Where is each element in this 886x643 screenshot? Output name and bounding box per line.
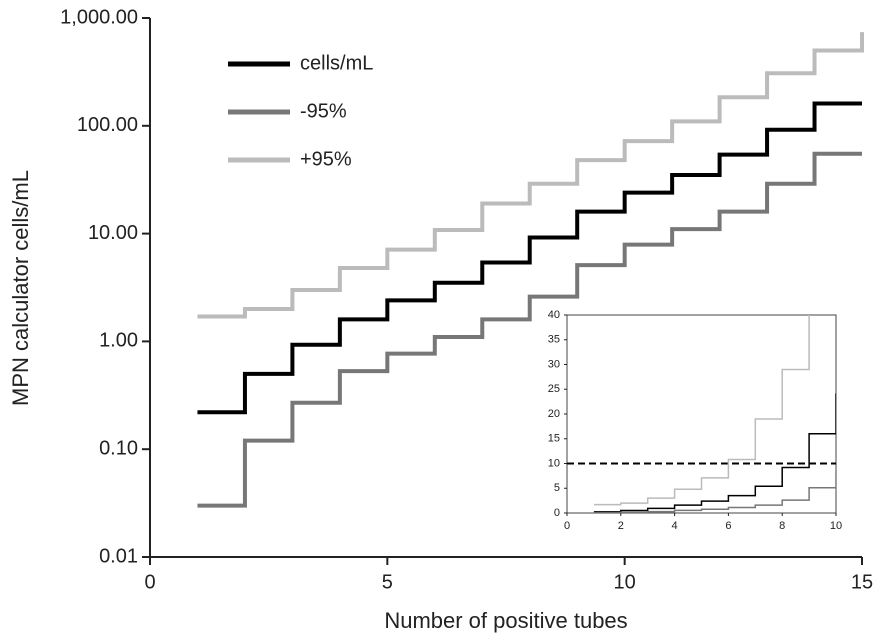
x-tick-label: 15 (851, 571, 873, 593)
y-tick-label: 10.00 (88, 222, 138, 244)
x-tick-label: 8 (779, 520, 785, 532)
y-tick-label: 25 (548, 383, 560, 395)
y-tick-label: 30 (548, 358, 560, 370)
x-tick-label: 0 (144, 571, 155, 593)
x-tick-label: 4 (672, 520, 678, 532)
y-tick-label: 1,000.00 (60, 6, 138, 28)
x-tick-label: 10 (830, 520, 842, 532)
y-tick-label: 0 (554, 507, 560, 519)
step-line (593, 473, 836, 513)
step-line (593, 315, 810, 506)
legend-label: cells/mL (300, 52, 373, 74)
y-tick-label: 40 (548, 309, 560, 321)
x-axis-label: Number of positive tubes (384, 608, 627, 633)
x-tick-label: 5 (382, 571, 393, 593)
x-tick-label: 10 (614, 571, 636, 593)
y-axis-label: MPN calculator cells/mL (8, 170, 33, 406)
y-tick-label: 100.00 (77, 114, 138, 136)
y-tick-label: 35 (548, 334, 560, 346)
y-tick-label: 20 (548, 408, 560, 420)
legend-label: -95% (300, 100, 347, 122)
x-tick-label: 2 (618, 520, 624, 532)
y-tick-label: 15 (548, 433, 560, 445)
plot-area (567, 315, 836, 513)
x-tick-label: 0 (564, 520, 570, 532)
x-tick-label: 6 (725, 520, 731, 532)
y-tick-label: 5 (554, 482, 560, 494)
step-line (593, 393, 836, 513)
legend-label: +95% (300, 148, 352, 170)
step-line (197, 151, 862, 508)
y-tick-label: 10 (548, 457, 560, 469)
step-line (197, 101, 862, 415)
y-tick-label: 1.00 (99, 330, 138, 352)
y-tick-label: 0.01 (99, 545, 138, 567)
y-tick-label: 0.10 (99, 437, 138, 459)
step-line (197, 32, 864, 319)
